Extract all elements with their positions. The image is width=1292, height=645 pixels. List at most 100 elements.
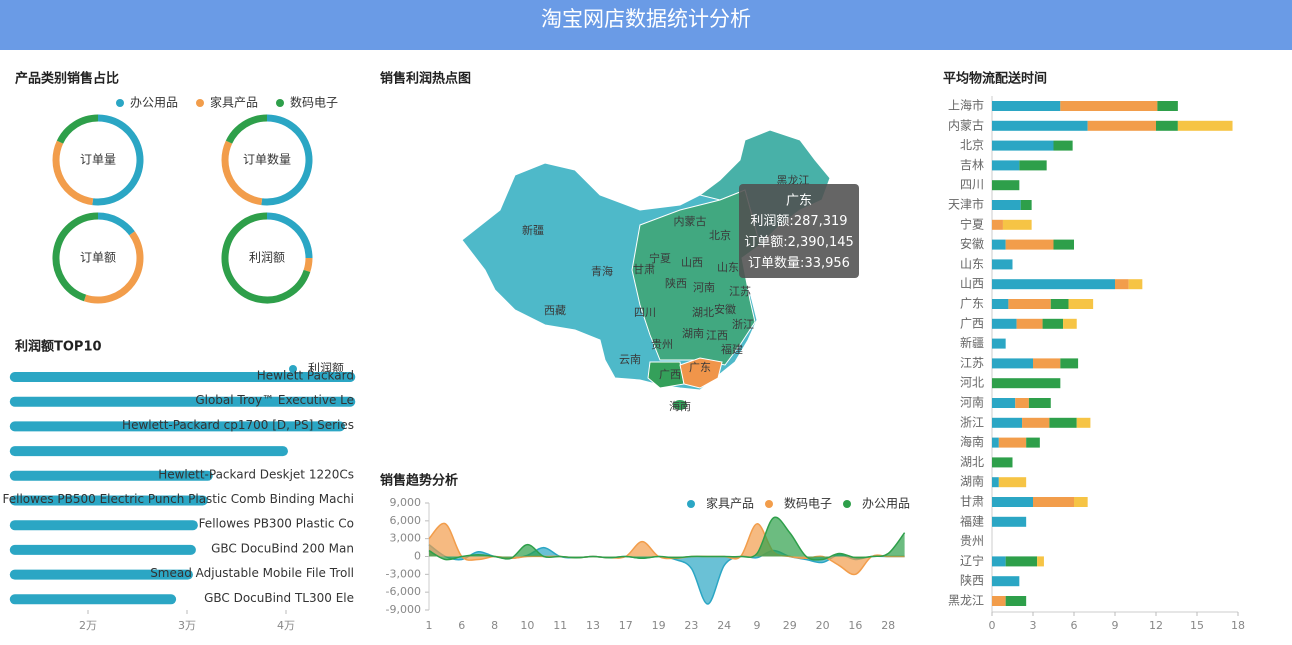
y-tick-label: 福建 — [960, 513, 984, 528]
bar-segment — [1177, 120, 1233, 131]
bar-segment — [992, 497, 1033, 507]
bar-segment — [992, 457, 1013, 468]
bar-segment — [992, 180, 1020, 191]
y-tick-label: 吉林 — [960, 158, 984, 172]
province-label: 湖北 — [692, 306, 714, 319]
chart-title: 销售利润热点图 — [380, 71, 471, 87]
bar-segment — [1042, 318, 1064, 329]
y-tick-label: 浙江 — [960, 415, 984, 429]
bar-segment — [992, 417, 1023, 428]
bar-segment — [992, 596, 1006, 606]
bar-label: Hewlett-Packard Deskjet 1220Cs — [158, 467, 354, 481]
donut-segment — [221, 212, 311, 304]
x-tick-label: 23 — [684, 619, 698, 632]
chart-title: 产品类别销售占比 — [15, 71, 119, 87]
donut-segment — [303, 257, 313, 273]
bar-segment — [1019, 160, 1047, 171]
y-tick-label: 山东 — [960, 257, 984, 271]
bar-segment — [1063, 318, 1077, 329]
province-label: 西藏 — [544, 304, 566, 317]
x-tick-label: 11 — [553, 619, 567, 632]
bar-segment — [1033, 497, 1074, 507]
bar-segment — [1002, 219, 1032, 230]
province-label: 宁夏 — [649, 251, 671, 265]
x-tick-label: 8 — [491, 619, 498, 632]
bar-segment — [1022, 417, 1050, 428]
bar-segment — [1074, 497, 1088, 507]
x-tick-label: 3 — [1030, 619, 1037, 632]
bar-segment — [1005, 239, 1054, 250]
tooltip-title: 广东 — [786, 194, 812, 209]
area — [429, 544, 905, 605]
y-tick-label: 辽宁 — [960, 553, 984, 568]
line — [428, 516, 906, 561]
bar-segment — [1053, 239, 1074, 250]
bar-segment — [1128, 279, 1143, 290]
y-tick-label: 宁夏 — [960, 216, 984, 231]
x-tick-label: 9 — [1112, 619, 1119, 632]
x-tick-label: 20 — [816, 619, 830, 632]
legend-dot — [196, 99, 204, 107]
bar-label: Fellowes PB500 Electric Punch Plastic Co… — [3, 492, 355, 506]
header-bar — [0, 0, 1292, 50]
donut-segment — [52, 212, 99, 302]
bar-segment — [992, 358, 1033, 369]
donut-segment — [83, 231, 144, 304]
donut-segment — [92, 114, 144, 206]
legend-label: 家具产品 — [210, 95, 258, 110]
bar — [9, 446, 288, 457]
bar-segment — [1020, 200, 1032, 210]
bar-segment — [1008, 299, 1051, 309]
tooltip-value: 287,319 — [794, 214, 848, 229]
bar-segment — [992, 101, 1061, 111]
bar-label: Hewlett Packard — [257, 369, 354, 383]
x-tick-label: 0 — [989, 619, 996, 632]
tooltip-label: 订单额: — [744, 235, 787, 250]
y-tick-label: 内蒙古 — [948, 117, 984, 132]
x-tick-label: 28 — [881, 619, 895, 632]
province-label: 贵州 — [651, 338, 673, 351]
legend-dot — [116, 99, 124, 107]
donut-label: 利润额 — [249, 251, 285, 265]
bar-segment — [992, 576, 1020, 587]
x-tick-label: 1 — [426, 619, 433, 632]
chart-title: 平均物流配送时间 — [943, 71, 1047, 87]
y-tick-label: 江苏 — [960, 356, 984, 370]
y-tick-label: 3,000 — [390, 532, 422, 545]
legend-label: 数码电子 — [290, 95, 338, 110]
legend-dot — [276, 99, 284, 107]
bar — [9, 372, 356, 382]
legend-label: 数码电子 — [784, 496, 832, 511]
x-tick-label: 24 — [717, 619, 731, 632]
x-tick-label: 13 — [586, 619, 600, 632]
bar — [9, 520, 198, 531]
province-label: 陕西 — [665, 276, 687, 290]
y-tick-label: 新疆 — [960, 335, 984, 350]
y-tick-label: 9,000 — [390, 496, 422, 509]
donut-segment — [266, 212, 313, 259]
donut-segment — [56, 114, 99, 144]
province-label: 青海 — [591, 264, 613, 278]
line — [428, 544, 905, 605]
y-tick-label: 上海市 — [948, 98, 984, 113]
y-tick-label: 河北 — [960, 376, 984, 390]
bar — [9, 569, 193, 580]
bar-segment — [1005, 596, 1027, 606]
bar-label: Hewlett-Packard cp1700 [D, PS] Series — [122, 418, 354, 432]
x-tick-label: 12 — [1149, 619, 1163, 632]
y-tick-label: 海南 — [960, 434, 984, 449]
tooltip-line: 利润额:287,319 — [750, 214, 847, 229]
bar-segment — [992, 200, 1021, 210]
area — [429, 517, 905, 560]
map-region — [631, 189, 761, 366]
x-tick-label: 9 — [754, 619, 761, 632]
donut-segment — [221, 140, 263, 206]
y-tick-label: -9,000 — [386, 603, 421, 616]
y-tick-label: 北京 — [960, 138, 984, 152]
y-tick-label: 天津市 — [948, 197, 984, 212]
x-tick-label: 2万 — [79, 619, 97, 632]
y-tick-label: 湖南 — [960, 474, 984, 489]
bar-segment — [992, 299, 1009, 309]
bar-segment — [1060, 101, 1158, 111]
